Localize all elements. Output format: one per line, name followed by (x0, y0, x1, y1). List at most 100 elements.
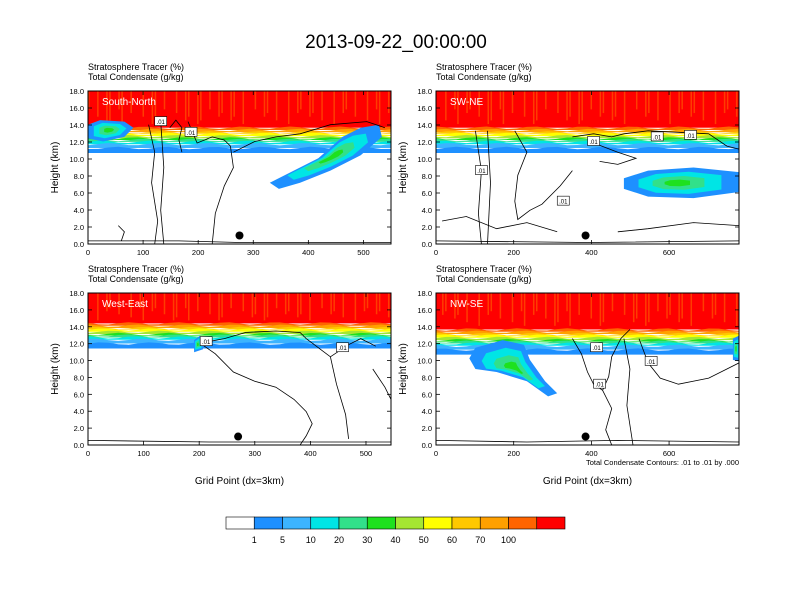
condensate-contour (199, 342, 313, 445)
tracer-streak (557, 293, 559, 323)
tracer-streak (345, 91, 348, 110)
tracer-streak (200, 91, 202, 121)
colorbar-swatch (508, 516, 538, 530)
plume-0-level-2 (104, 127, 115, 133)
tracer-layer-100 (436, 91, 739, 128)
colorbar-swatch (395, 516, 425, 530)
panel-sw-ne: .01 .01 .01 .01 .01 SW-NE Stratosphere Tracer … (398, 62, 740, 257)
colorbar-label: 5 (280, 535, 285, 545)
tracer-streak (590, 91, 593, 110)
tracer-streak (681, 293, 683, 319)
tracer-streak (648, 91, 650, 114)
colorbar-label: 30 (362, 535, 372, 545)
panel-field: .01 .01 (88, 91, 391, 244)
tracer-streak (109, 293, 111, 309)
tracer-streak (457, 91, 459, 125)
tracer-streak (445, 91, 447, 121)
tracer-streak (723, 91, 726, 114)
y-tick-label: 10.0 (417, 155, 432, 164)
tracer-band-6 (436, 336, 739, 341)
y-tick-label: 2.0 (74, 223, 84, 232)
condensate-contour (442, 216, 558, 233)
tracer-streak (242, 293, 245, 312)
panel-header-line1: Stratosphere Tracer (%) (436, 62, 532, 72)
tracer-band-10 (88, 322, 391, 326)
panel-header-line2: Total Condensate (g/kg) (436, 274, 532, 284)
tracer-streak (154, 91, 157, 121)
tracer-streak (511, 91, 514, 114)
contour-label: .01 (647, 360, 656, 366)
panel-field: .01 .01 .01 (436, 293, 739, 445)
contour-label: .01 (202, 340, 211, 346)
tracer-streak (445, 293, 447, 312)
panel-field: .01 .01 (88, 293, 391, 445)
colorbar-swatch (423, 516, 453, 530)
contour-label-box (336, 342, 349, 353)
y-tick-label: 16.0 (417, 306, 432, 315)
tracer-streak (466, 91, 468, 114)
panel-frame (435, 90, 740, 245)
y-axis-label: Height (km) (398, 343, 409, 395)
plume-0-level-2 (197, 342, 199, 347)
tracer-streak (554, 293, 556, 326)
y-tick-label: 10.0 (417, 357, 432, 366)
tracer-streak (711, 293, 714, 319)
tracer-streak (275, 91, 278, 121)
tracer-streak (635, 293, 638, 319)
condensate-contour (436, 439, 739, 443)
tracer-streak (321, 293, 323, 309)
tracer-streak (702, 293, 705, 312)
tracer-streak (614, 91, 617, 117)
tracer-streak (97, 91, 99, 117)
x-tick-label: 0 (86, 248, 90, 257)
condensate-contour (88, 240, 391, 243)
panel-frame (87, 90, 392, 245)
contour-label-box (475, 165, 488, 175)
panel-header-line2: Total Condensate (g/kg) (436, 72, 532, 82)
colorbar-swatch (536, 516, 566, 530)
y-tick-label: 4.0 (422, 206, 432, 215)
tracer-streak (363, 293, 366, 312)
tracer-band-2 (88, 143, 391, 148)
tracer-band-3 (88, 336, 391, 340)
contour-label-box (184, 127, 198, 137)
tracer-band-9 (436, 330, 739, 334)
tracer-streak (88, 91, 90, 110)
y-tick-label: 8.0 (74, 172, 84, 181)
tracer-streak (309, 91, 311, 117)
tracer-streak (142, 91, 145, 117)
tracer-streak (154, 293, 157, 309)
tracer-streak (354, 293, 357, 321)
tracer-streak (184, 91, 187, 121)
plume-1-level-2 (735, 345, 737, 352)
condensate-contour (623, 338, 634, 445)
contour-label: .01 (477, 169, 486, 175)
tracer-streak (469, 91, 471, 110)
y-axis-label: Height (km) (50, 142, 61, 194)
y-tick-label: 18.0 (417, 289, 432, 298)
x-tick-label: 400 (585, 449, 598, 458)
panel-label: South-North (102, 97, 156, 108)
tracer-streak (545, 293, 547, 319)
condensate-contour (372, 368, 391, 400)
tracer-streak (714, 91, 717, 125)
tracer-band-7 (436, 334, 739, 338)
colorbar-swatch (282, 516, 312, 530)
condensate-contour (330, 356, 349, 439)
tracer-band-1 (436, 146, 739, 153)
colorbar-swatch (225, 516, 255, 530)
y-tick-label: 14.0 (69, 121, 84, 130)
tracer-streak (690, 293, 693, 326)
tracer-streak (287, 91, 290, 125)
x-tick-label: 300 (249, 449, 262, 458)
tracer-streak (230, 91, 232, 121)
y-tick-label: 14.0 (417, 323, 432, 332)
tracer-streak (130, 91, 132, 114)
y-tick-label: 8.0 (422, 172, 432, 181)
tracer-streak (602, 293, 605, 323)
contour-note: Total Condensate Contours: .01 to .01 by… (586, 458, 739, 467)
tracer-streak (309, 293, 311, 321)
y-tick-label: 12.0 (69, 340, 84, 349)
y-tick-label: 6.0 (422, 390, 432, 399)
